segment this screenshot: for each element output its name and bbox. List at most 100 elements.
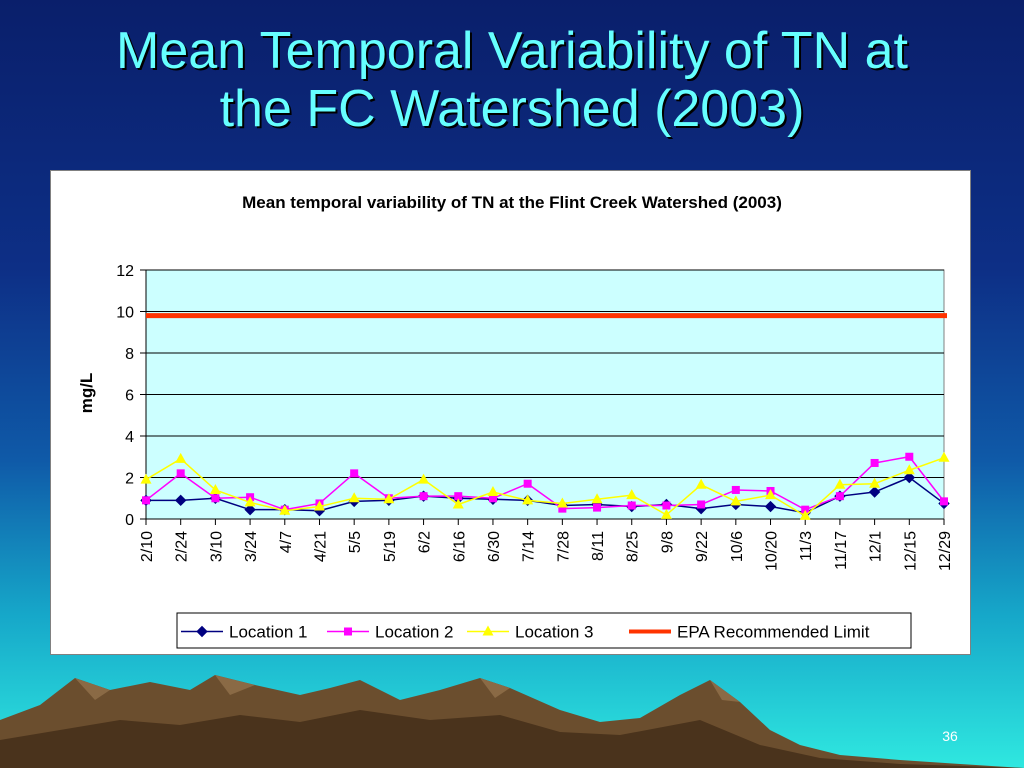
data-point xyxy=(142,496,150,505)
data-point xyxy=(903,471,916,484)
y-tick-label: 8 xyxy=(125,346,134,363)
data-point xyxy=(383,493,395,504)
x-tick-label: 3/24 xyxy=(243,531,260,562)
slide-title: Mean Temporal Variability of TN at the F… xyxy=(0,22,1024,138)
data-point xyxy=(765,489,777,500)
data-point xyxy=(419,492,428,501)
y-tick-label: 0 xyxy=(125,512,134,529)
data-point xyxy=(697,500,706,509)
x-tick-label: 11/17 xyxy=(833,531,850,570)
data-point xyxy=(244,503,256,516)
data-point xyxy=(244,496,256,507)
legend-label: EPA Recommended Limit xyxy=(677,623,870,642)
legend-entry: EPA Recommended Limit xyxy=(629,623,870,642)
data-point xyxy=(522,494,534,505)
legend-box xyxy=(176,612,912,649)
data-point xyxy=(627,501,636,510)
x-tick-label: 10/20 xyxy=(764,531,781,571)
legend-entry: Location 2 xyxy=(327,623,453,642)
x-tick-label: 5/5 xyxy=(347,531,364,553)
data-point xyxy=(175,452,187,463)
y-tick-label: 6 xyxy=(125,388,134,405)
data-point xyxy=(558,504,567,513)
chart-frame: Mean temporal variability of TN at the F… xyxy=(50,170,971,655)
x-tick-label: 3/10 xyxy=(208,531,225,562)
data-point xyxy=(279,504,291,515)
legend-label: Location 1 xyxy=(229,623,307,642)
data-point xyxy=(938,451,950,462)
data-point xyxy=(730,495,742,506)
data-point xyxy=(593,503,602,512)
data-point xyxy=(731,485,740,494)
data-point xyxy=(418,473,430,484)
x-tick-label: 2/24 xyxy=(174,531,191,562)
chart-title: Mean temporal variability of TN at the F… xyxy=(242,193,782,212)
data-point xyxy=(903,464,915,475)
data-point xyxy=(662,501,671,510)
data-point xyxy=(626,489,638,500)
x-tick-label: 12/29 xyxy=(937,531,954,571)
y-tick-label: 2 xyxy=(125,471,134,488)
data-point xyxy=(487,486,499,497)
y-tick-label: 10 xyxy=(116,305,134,322)
tn-line-chart: Mean temporal variability of TN at the F… xyxy=(77,193,954,649)
x-tick-label: 12/1 xyxy=(868,531,885,562)
data-point xyxy=(348,492,360,503)
data-point xyxy=(905,452,914,461)
data-point xyxy=(591,493,603,504)
data-point xyxy=(452,498,464,509)
series-3 xyxy=(140,451,950,520)
data-point xyxy=(835,492,844,501)
data-point xyxy=(523,479,532,488)
x-tick-label: 2/10 xyxy=(139,531,156,562)
data-point xyxy=(801,505,810,514)
legend-entry: Location 3 xyxy=(467,623,593,642)
data-point xyxy=(764,500,777,513)
y-axis-label: mg/L xyxy=(77,373,96,414)
x-tick-label: 7/28 xyxy=(555,531,572,562)
series-line xyxy=(145,457,945,517)
x-tick-label: 6/30 xyxy=(486,531,503,562)
x-tick-label: 11/3 xyxy=(798,531,815,561)
slide-title-line-2: the FC Watershed (2003) xyxy=(219,80,805,138)
legend-marker xyxy=(344,627,352,636)
data-point xyxy=(176,469,185,478)
data-point xyxy=(211,494,220,503)
legend-marker xyxy=(196,625,208,638)
x-tick-label: 4/21 xyxy=(312,531,329,562)
legend: Location 1 Location 2 Location 3 EPA Recomm… xyxy=(176,612,912,649)
data-point xyxy=(799,509,811,520)
data-point xyxy=(556,497,568,508)
slide-title-line-1: Mean Temporal Variability of TN at xyxy=(116,22,908,80)
data-point xyxy=(350,469,359,478)
x-tick-label: 5/19 xyxy=(382,531,399,562)
data-point xyxy=(695,478,707,489)
y-tick-label: 12 xyxy=(116,263,134,280)
legend-label: Location 2 xyxy=(375,623,453,642)
page-number: 36 xyxy=(942,728,958,744)
data-point xyxy=(869,477,881,488)
data-point xyxy=(660,508,672,519)
data-point xyxy=(174,494,187,507)
legend-label: Location 3 xyxy=(515,623,593,642)
data-point xyxy=(209,483,221,494)
data-point xyxy=(454,492,463,501)
x-tick-label: 6/16 xyxy=(451,531,468,562)
x-tick-label: 8/11 xyxy=(590,531,607,561)
y-tick-label: 4 xyxy=(125,429,134,446)
data-point xyxy=(488,494,497,503)
x-tick-label: 9/22 xyxy=(694,531,711,562)
data-point xyxy=(140,473,152,484)
data-point xyxy=(834,478,846,489)
data-point xyxy=(313,500,325,511)
x-tick-label: 4/7 xyxy=(278,531,295,553)
x-tick-label: 8/25 xyxy=(625,531,642,562)
mountain-range-decoration xyxy=(0,675,1024,768)
legend-marker xyxy=(482,625,494,636)
data-point xyxy=(940,497,948,506)
data-point xyxy=(870,458,879,467)
data-point xyxy=(868,486,881,498)
series-line xyxy=(145,455,945,511)
x-tick-label: 6/2 xyxy=(417,531,434,553)
x-tick-label: 9/8 xyxy=(659,531,676,553)
